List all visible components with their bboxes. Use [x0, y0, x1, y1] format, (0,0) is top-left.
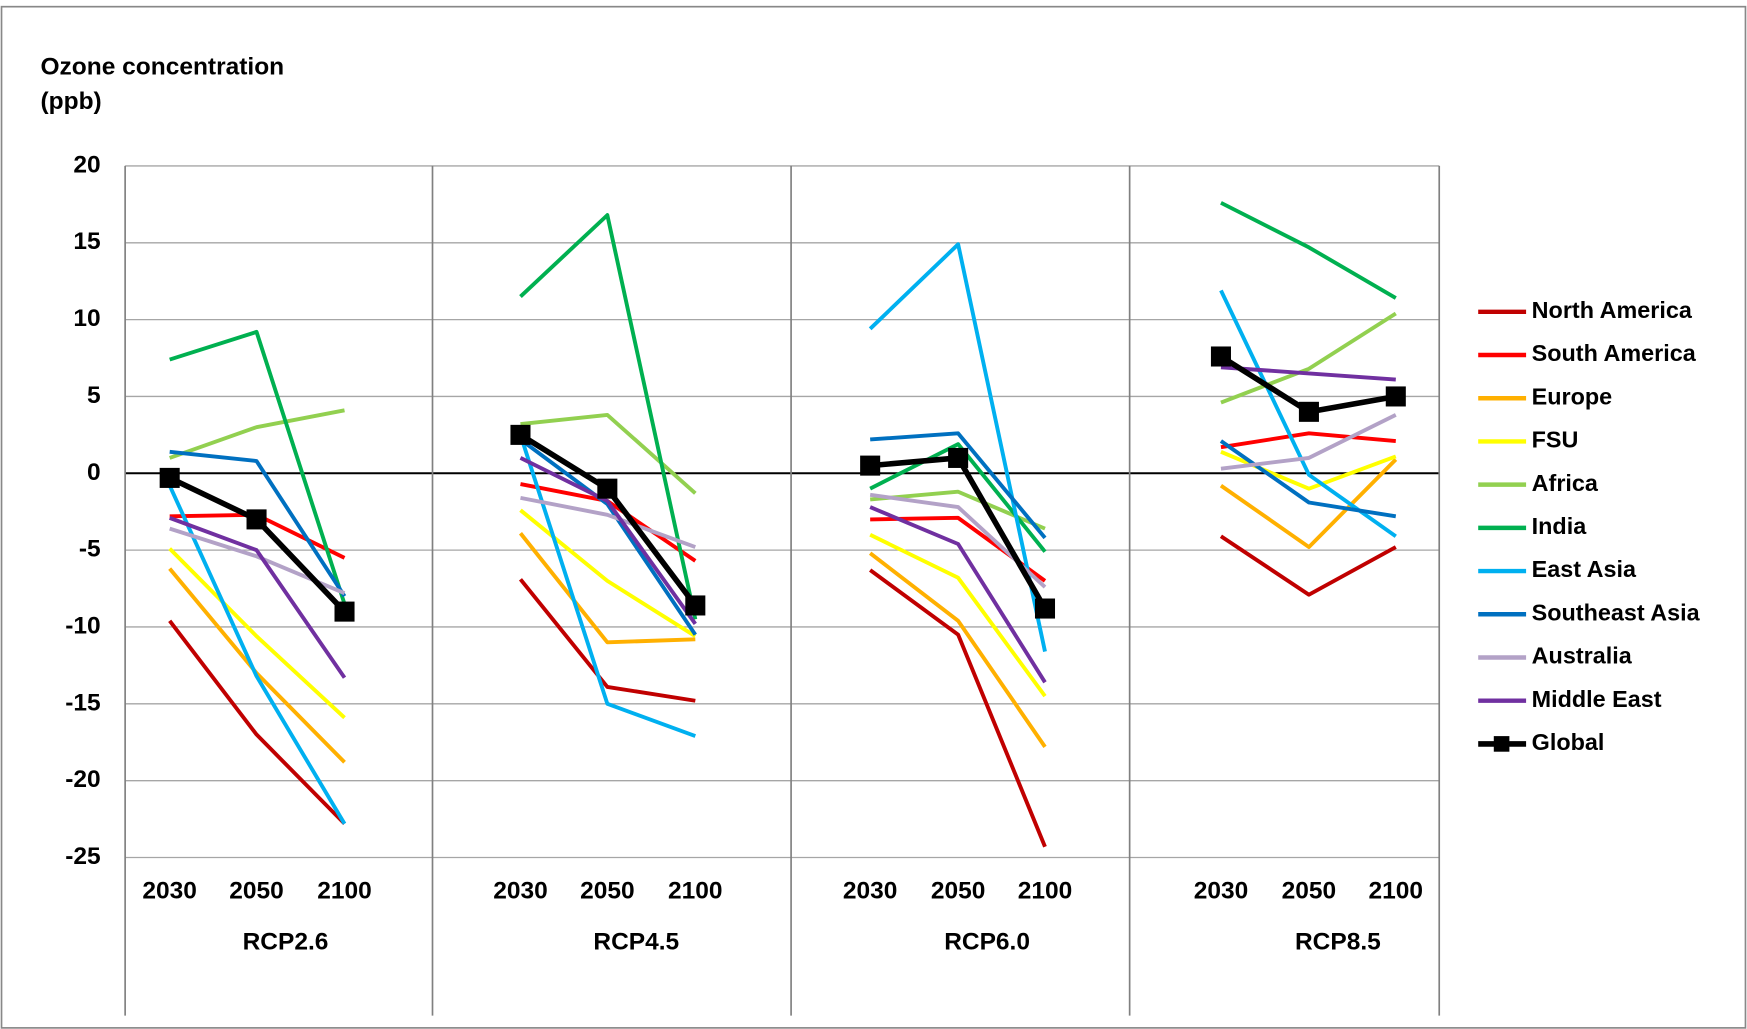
series-line [169, 408, 345, 460]
marker [1298, 401, 1319, 422]
y-tick-label: -5 [79, 536, 101, 563]
legend-label: East Asia [1532, 556, 1637, 582]
series-line [518, 434, 696, 738]
group-label: RCP2.6 [243, 929, 329, 956]
legend-label: Australia [1532, 643, 1633, 669]
series-line [519, 456, 697, 626]
legend-label: South America [1532, 340, 1697, 366]
x-tick-label: 2030 [1194, 877, 1249, 904]
marker [1210, 346, 1231, 367]
series-line [1219, 534, 1397, 597]
series-line [868, 551, 1047, 748]
y-tick-label: -10 [65, 612, 100, 639]
frame [0, 5, 1747, 1029]
legend-label: Europe [1532, 383, 1613, 409]
legend-label: India [1532, 513, 1588, 539]
series-line [869, 568, 1047, 848]
series-line [869, 505, 1047, 684]
marker [510, 424, 531, 445]
marker [948, 447, 969, 468]
y-tick-label: 15 [73, 228, 100, 255]
y-tick-label: 20 [73, 151, 100, 178]
marker [334, 601, 355, 622]
y-tick-label: -15 [65, 689, 100, 716]
series-line [167, 484, 347, 825]
legend-label: North America [1532, 297, 1693, 323]
series-line [1219, 439, 1397, 519]
series-line [1220, 201, 1397, 300]
series-line [1219, 289, 1397, 538]
marker [1034, 598, 1056, 619]
series-line [520, 495, 696, 549]
x-tick-label: 2050 [580, 877, 635, 904]
series-line [1220, 365, 1396, 382]
series-line [1220, 311, 1397, 405]
series-line [169, 516, 347, 679]
group-label: RCP4.5 [593, 929, 679, 956]
series-line [168, 547, 346, 720]
group-label: RCP6.0 [944, 929, 1030, 956]
x-tick-label: 2100 [668, 877, 723, 904]
series-line [1220, 431, 1396, 450]
y-axis-label: (ppb) [41, 88, 102, 115]
legend-marker [1493, 736, 1510, 752]
legend-label: FSU [1532, 427, 1579, 453]
y-tick-label: 10 [73, 305, 100, 332]
series-line [168, 619, 346, 826]
legend-label: Africa [1532, 470, 1599, 496]
series-line [169, 329, 347, 605]
marker [685, 595, 706, 616]
series-line [869, 533, 1047, 698]
group-label: RCP8.5 [1295, 929, 1381, 956]
x-tick-label: 2030 [843, 877, 898, 904]
x-tick-label: 2050 [229, 877, 284, 904]
legend-label: Southeast Asia [1532, 599, 1701, 625]
marker [860, 455, 881, 476]
x-tick-label: 2100 [1018, 877, 1073, 904]
series-line [518, 532, 696, 645]
legend-label: Middle East [1532, 686, 1662, 712]
series-line [1220, 413, 1397, 471]
y-tick-label: -20 [65, 766, 100, 793]
marker [1385, 386, 1406, 407]
x-tick-label: 2100 [1369, 877, 1424, 904]
series-line [868, 242, 1047, 652]
x-tick-label: 2050 [1282, 877, 1337, 904]
x-tick-label: 2030 [142, 877, 197, 904]
x-tick-label: 2030 [493, 877, 548, 904]
series-line [518, 578, 696, 703]
y-tick-label: 0 [87, 459, 101, 486]
series-line [520, 412, 697, 495]
series-line [519, 213, 698, 620]
marker [246, 509, 267, 530]
legend-label: Global [1532, 729, 1605, 755]
x-tick-label: 2100 [317, 877, 372, 904]
x-tick-label: 2050 [931, 877, 986, 904]
series-line [169, 449, 347, 598]
series-line [1219, 458, 1398, 550]
marker [597, 478, 618, 499]
y-axis-label: Ozone concentration [41, 53, 285, 80]
y-tick-label: 5 [87, 382, 101, 409]
series-line [519, 508, 697, 638]
series-line [870, 431, 1047, 540]
y-tick-label: -25 [65, 843, 100, 870]
marker [159, 467, 180, 488]
